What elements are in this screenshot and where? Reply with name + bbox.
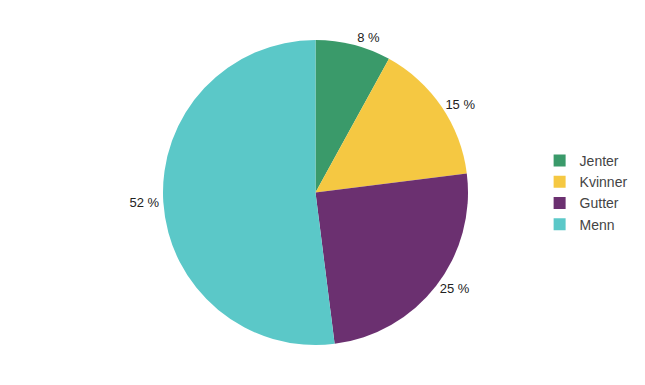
svg-text:52 %: 52 % [129,195,159,210]
svg-text:Jenter: Jenter [580,153,619,169]
svg-text:15 %: 15 % [445,97,475,112]
svg-text:Kvinner: Kvinner [580,174,628,190]
svg-text:Gutter: Gutter [580,195,619,211]
svg-text:Menn: Menn [580,217,615,233]
svg-text:25 %: 25 % [440,281,470,296]
svg-text:8 %: 8 % [357,30,380,45]
